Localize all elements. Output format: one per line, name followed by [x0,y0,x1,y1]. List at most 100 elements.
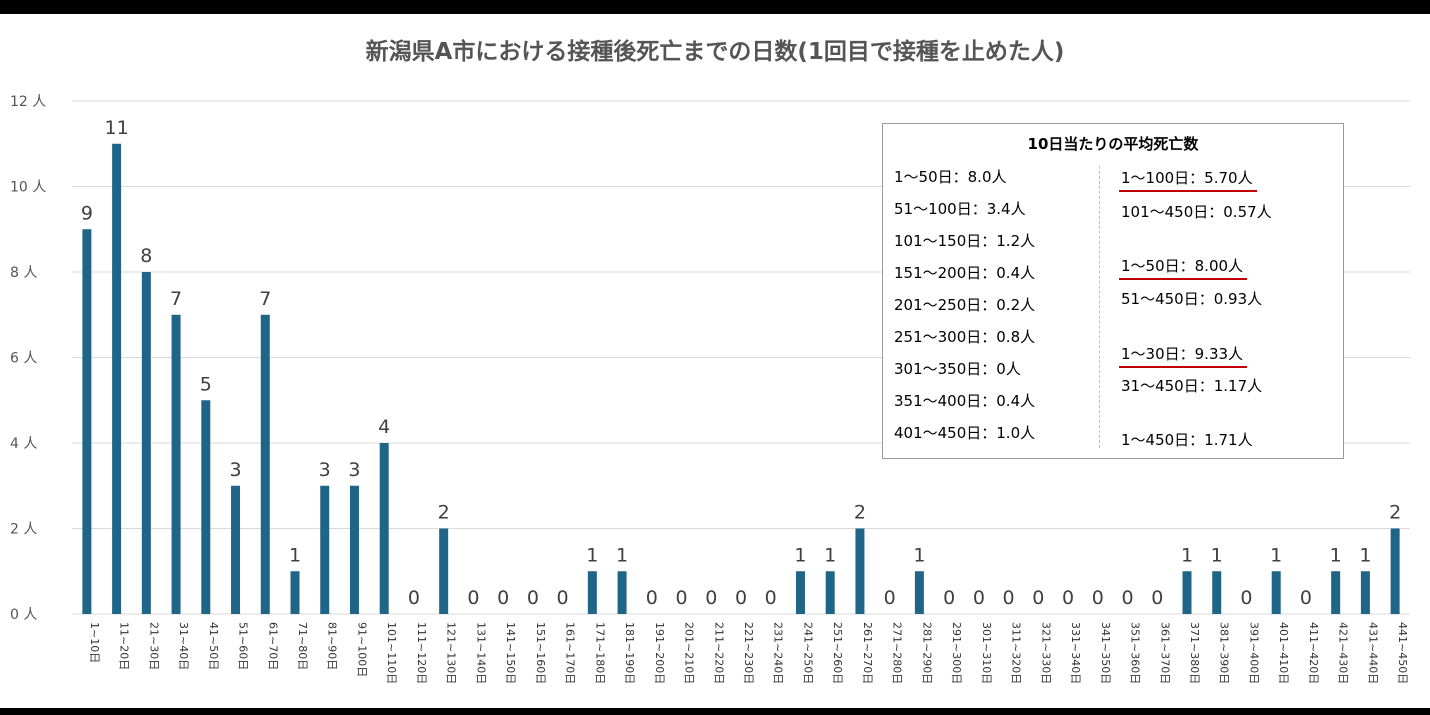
avg-right-line: 51～450日：0.93人 [1121,290,1263,308]
bar [914,571,924,614]
data-label: 0 [646,587,658,609]
x-tick-label: 281~290日 [920,622,933,684]
x-tick-label: 71~80日 [296,622,309,670]
data-label: 0 [1300,587,1312,609]
x-tick-label: 421~430日 [1337,622,1350,684]
data-label: 3 [319,459,331,481]
x-tick-label: 1~10日 [88,622,101,663]
x-tick-label: 271~280日 [891,622,904,684]
data-label: 0 [1032,587,1044,609]
bar [260,314,270,614]
x-axis-ticks: 1~10日 11~20日 21~30日 31~40日 41~50日 51~60日 61~70… [88,622,1409,684]
x-tick-label: 321~330日 [1039,622,1052,684]
avg-right-line: 101～450日：0.57人 [1121,203,1272,221]
x-tick-label: 301~310日 [980,622,993,684]
x-tick-label: 51~60日 [237,622,250,670]
avg-left-line: 201～250日：0.2人 [894,296,1036,314]
x-tick-label: 211~220日 [712,622,725,684]
bar [171,314,181,614]
bar [379,443,389,614]
x-tick-label: 201~210日 [683,622,696,684]
x-tick-label: 151~160日 [534,622,547,684]
bar [231,485,241,614]
avg-right-line-highlighted: 1～30日：9.33人 [1119,343,1248,368]
data-label: 7 [170,288,182,310]
bar [795,571,805,614]
avg-left-line: 351～400日：0.4人 [894,392,1036,410]
bar [141,272,151,614]
data-label: 5 [200,373,212,395]
x-tick-label: 351~360日 [1129,622,1142,684]
x-tick-label: 241~250日 [801,622,814,684]
avg-right-line-highlighted: 1～50日：8.00人 [1119,255,1248,280]
avg-left-line: 401～450日：1.0人 [894,424,1036,442]
y-axis-ticks: 0 人 2 人 4 人 6 人 8 人 10 人 12 人 [10,94,46,623]
data-label: 1 [913,544,925,566]
data-label: 3 [348,459,360,481]
data-label: 0 [497,587,509,609]
x-tick-label: 131~140日 [474,622,487,684]
info-box-divider [1099,166,1100,448]
x-tick-label: 441~450日 [1396,622,1409,684]
x-tick-label: 171~180日 [593,622,606,684]
data-label: 0 [1092,587,1104,609]
x-tick-label: 361~370日 [1158,622,1171,684]
x-tick-label: 391~400日 [1247,622,1260,684]
x-tick-label: 311~320日 [1010,622,1023,684]
data-label: 2 [854,502,866,524]
bar [1271,571,1281,614]
x-tick-label: 91~100日 [355,622,368,677]
bar [439,528,449,614]
data-label: 0 [705,587,717,609]
x-tick-label: 221~230日 [742,622,755,684]
bar [617,571,627,614]
x-tick-label: 121~130日 [445,622,458,684]
avg-right-line: 31～450日：1.17人 [1121,377,1263,395]
avg-right-line-highlighted: 1～100日：5.70人 [1119,167,1257,192]
y-tick-label: 10 人 [10,180,46,196]
data-label: 0 [527,587,539,609]
data-label: 8 [140,245,152,267]
bar [112,143,122,614]
bar [201,400,211,614]
info-box-title: 10日当たりの平均死亡数 [1027,135,1199,153]
data-label: 0 [765,587,777,609]
data-label: 3 [229,459,241,481]
y-tick-label: 8 人 [10,265,37,281]
data-label: 0 [675,587,687,609]
bars [82,143,1400,614]
x-tick-label: 181~190日 [623,622,636,684]
data-label: 1 [1181,544,1193,566]
avg-left-line: 151～200日：0.4人 [894,264,1036,282]
avg-left-line: 301～350日：0人 [894,360,1021,378]
x-tick-label: 231~240日 [772,622,785,684]
y-tick-label: 12 人 [10,94,46,110]
data-label: 1 [1330,544,1342,566]
avg-left-line: 101～150日：1.2人 [894,232,1036,250]
data-label: 0 [557,587,569,609]
data-label: 1 [1270,544,1282,566]
x-tick-label: 61~70日 [266,622,279,670]
avg-right-line: 1～450日：1.71人 [1121,431,1253,449]
y-tick-label: 0 人 [10,607,37,623]
data-label: 1 [616,544,628,566]
data-label: 0 [1151,587,1163,609]
x-tick-label: 101~110日 [385,622,398,684]
bar [587,571,597,614]
x-tick-label: 371~380日 [1188,622,1201,684]
bar [349,485,359,614]
x-tick-label: 431~440日 [1366,622,1379,684]
data-label: 1 [1359,544,1371,566]
data-label: 0 [735,587,747,609]
x-tick-label: 341~350日 [1099,622,1112,684]
data-label: 0 [1003,587,1015,609]
data-label: 0 [1062,587,1074,609]
x-tick-label: 21~30日 [147,622,160,670]
avg-left-line: 251～300日：0.8人 [894,328,1036,346]
x-tick-label: 381~390日 [1218,622,1231,684]
data-label: 2 [1389,502,1401,524]
bar [1212,571,1222,614]
bar [825,571,835,614]
x-tick-label: 261~270日 [861,622,874,684]
data-label: 0 [408,587,420,609]
